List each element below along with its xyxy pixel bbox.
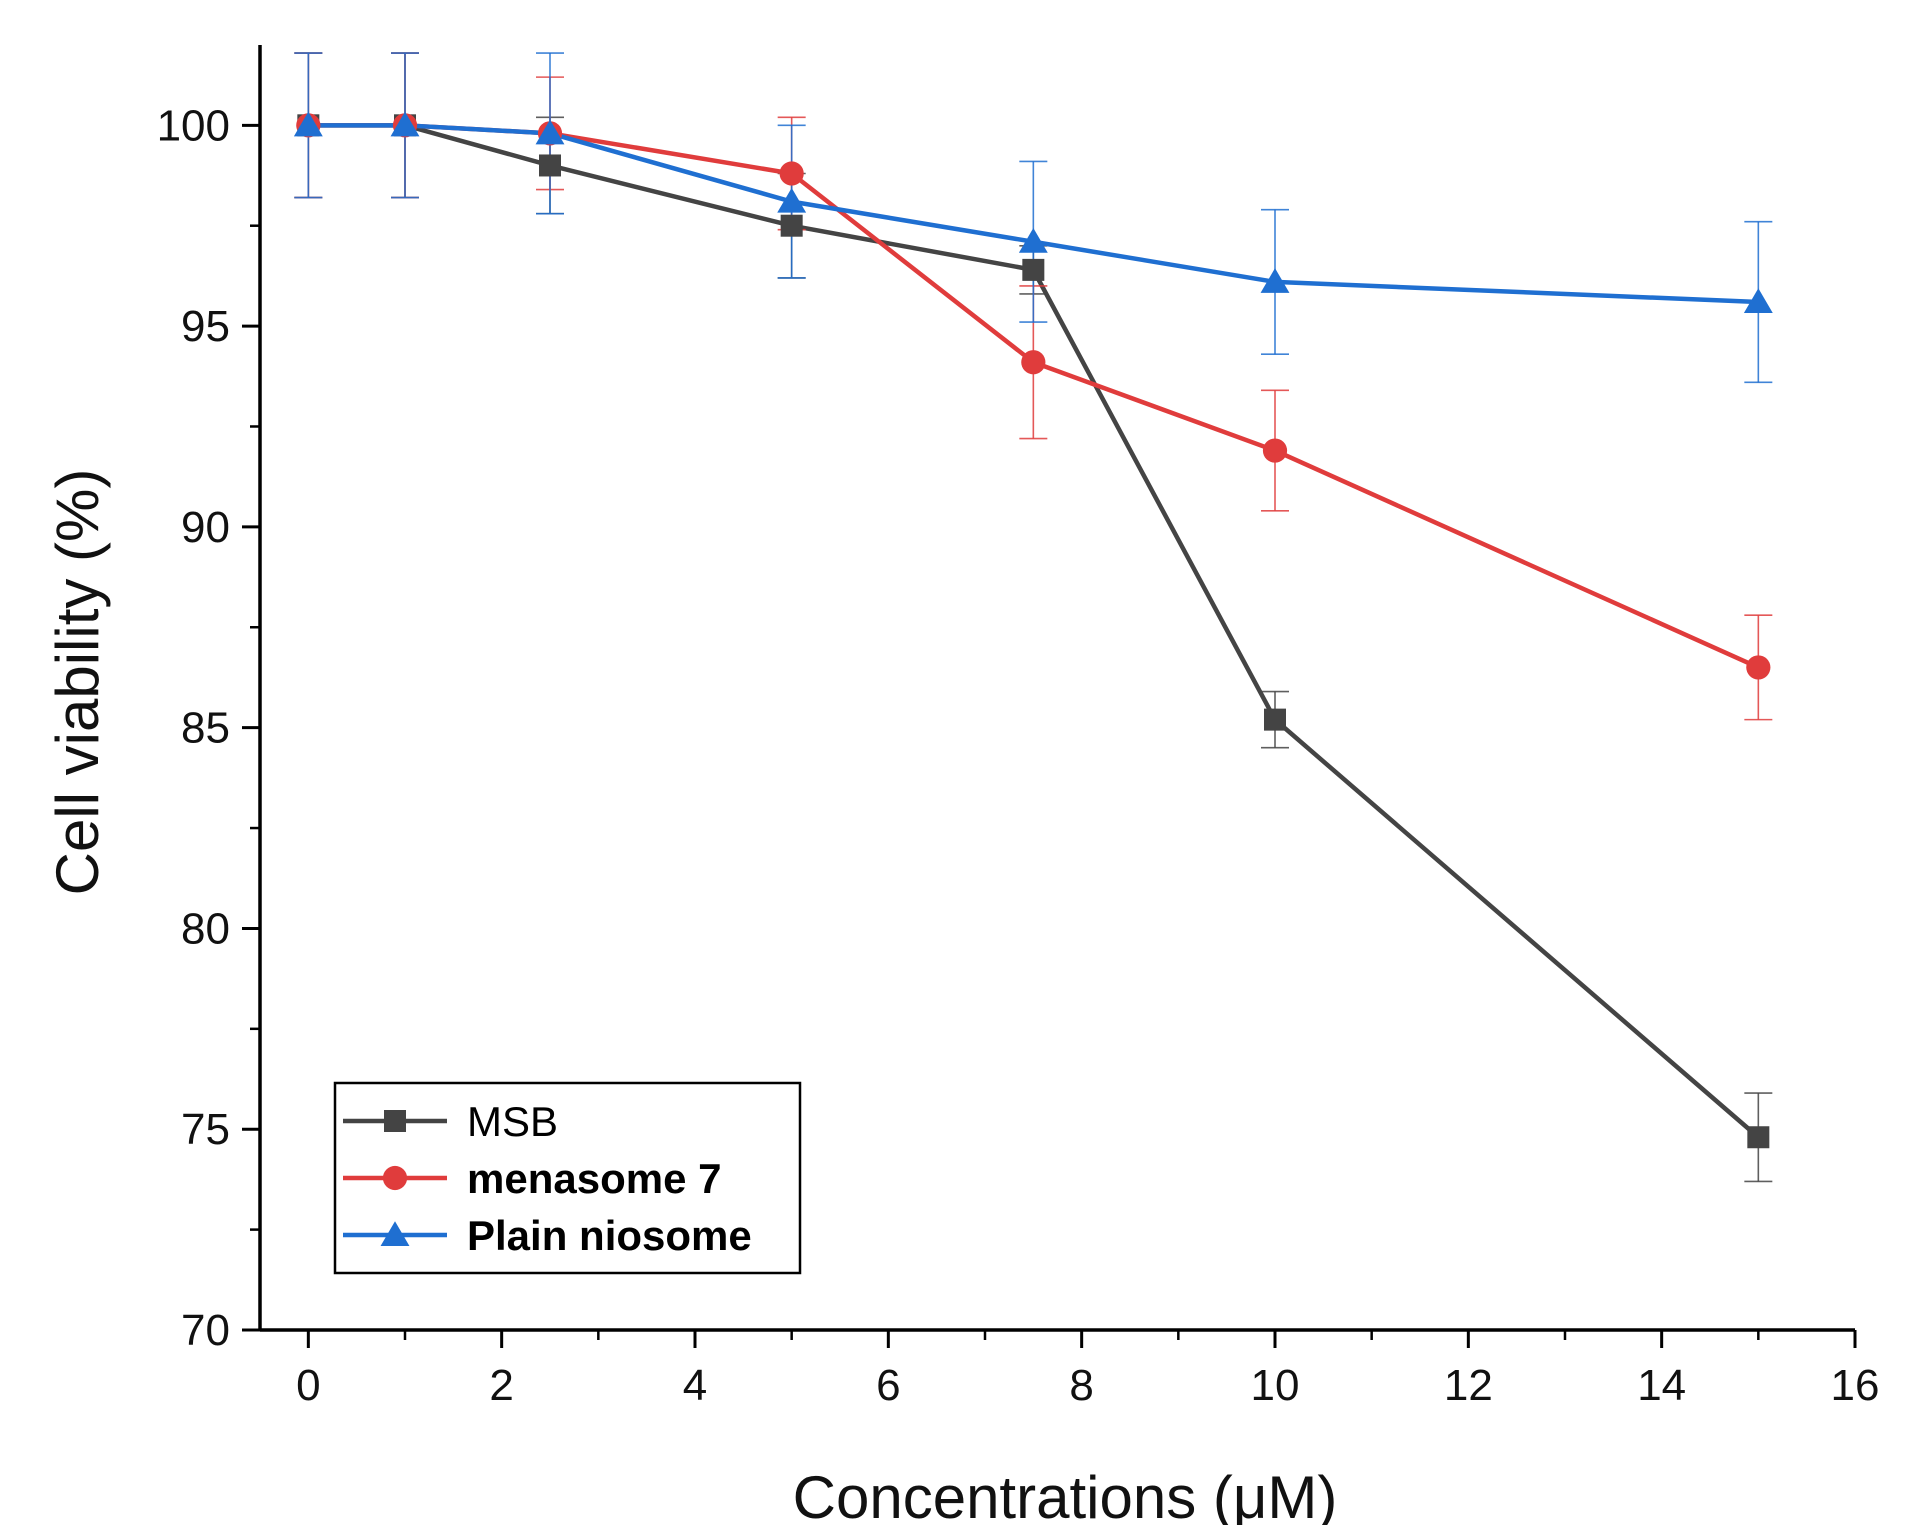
x-tick-label: 6 [876, 1361, 900, 1410]
x-tick-label: 2 [489, 1361, 513, 1410]
legend-marker [382, 1165, 408, 1191]
series-layer [293, 52, 1773, 1183]
legend-label: menasome 7 [467, 1155, 721, 1202]
x-tick-label: 14 [1637, 1361, 1686, 1410]
data-point [1262, 438, 1288, 463]
legend-label: Plain niosome [467, 1212, 752, 1259]
data-point [1746, 655, 1771, 680]
y-tick-label: 80 [181, 904, 230, 953]
markers-plain-niosome [293, 111, 1773, 313]
data-point [779, 161, 804, 186]
y-tick-label: 75 [181, 1105, 230, 1154]
x-tick-label: 0 [296, 1361, 320, 1410]
axes-layer: 0 2 4 6 8 10 12 14 16 70 75 80 85 90 95 100 [157, 45, 1880, 1410]
data-point [390, 111, 420, 137]
x-tick-label: 8 [1069, 1361, 1093, 1410]
data-point [293, 111, 323, 137]
data-point [777, 187, 807, 213]
y-tick-label: 70 [181, 1306, 230, 1355]
data-point [1747, 1126, 1770, 1149]
data-point [1743, 288, 1773, 313]
data-point [539, 154, 561, 177]
data-point [1022, 258, 1045, 281]
data-point [1260, 268, 1290, 293]
data-point [1021, 350, 1046, 375]
x-tick-label: 4 [683, 1361, 707, 1410]
legend-label: MSB [467, 1098, 558, 1145]
y-tick-label: 85 [181, 704, 230, 753]
x-tick-label: 10 [1251, 1361, 1300, 1410]
legend: MSB menasome 7 Plain niosome [333, 1081, 802, 1275]
data-point [535, 119, 565, 145]
data-point [780, 214, 803, 237]
y-tick-label: 95 [181, 302, 230, 351]
legend-marker [384, 1110, 406, 1132]
y-tick-label: 100 [157, 101, 230, 150]
x-tick-label: 16 [1831, 1361, 1880, 1410]
x-axis-title: Concentrations (μM) [793, 1464, 1338, 1525]
data-point [1018, 228, 1048, 253]
legend-marker [380, 1221, 410, 1246]
y-tick-label: 90 [181, 503, 230, 552]
data-point [1264, 708, 1286, 731]
y-axis-title: Cell viability (%) [44, 469, 111, 896]
x-tick-label: 12 [1444, 1361, 1493, 1410]
